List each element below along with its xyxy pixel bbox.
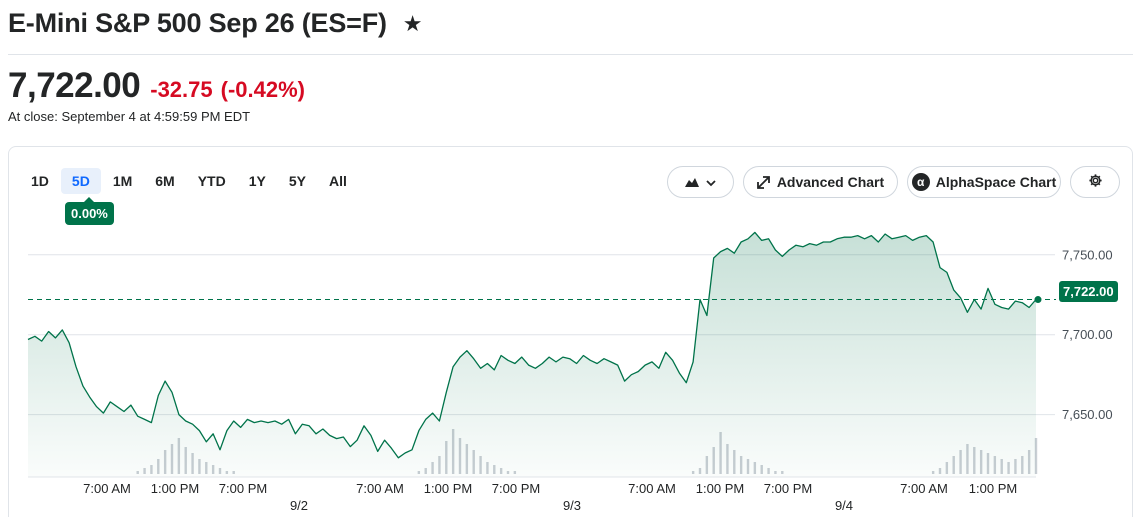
last-price: 7,722.00	[8, 66, 141, 105]
price-change-percent: (-0.42%)	[220, 77, 305, 102]
mountain-chart-icon	[685, 177, 699, 187]
x-time-label: 7:00 PM	[219, 481, 267, 496]
chevron-down-icon	[706, 174, 716, 190]
range-tab-1m[interactable]: 1M	[112, 173, 133, 189]
range-tab-all[interactable]: All	[328, 173, 347, 189]
x-date-label: 9/2	[290, 498, 308, 513]
alpha-logo-icon: α	[911, 173, 930, 191]
range-change-badge: 0.00%	[65, 197, 114, 225]
x-time-label: 7:00 AM	[356, 481, 404, 496]
x-date-label: 9/4	[835, 498, 853, 513]
chart-type-button[interactable]	[667, 166, 734, 198]
alphaspace-chart-button[interactable]: α AlphaSpace Chart	[907, 166, 1061, 198]
advanced-chart-button[interactable]: Advanced Chart	[743, 166, 898, 198]
range-tab-ytd[interactable]: YTD	[197, 173, 226, 189]
x-time-label: 1:00 PM	[424, 481, 472, 496]
x-time-label: 7:00 AM	[628, 481, 676, 496]
x-time-label: 7:00 AM	[83, 481, 131, 496]
x-time-label: 1:00 PM	[696, 481, 744, 496]
divider	[8, 54, 1133, 55]
close-timestamp: At close: September 4 at 4:59:59 PM EDT	[8, 109, 251, 124]
x-time-label: 7:00 PM	[764, 481, 812, 496]
y-tick-label: 7,650.00	[1062, 407, 1113, 422]
x-time-label: 7:00 AM	[900, 481, 948, 496]
range-tab-5y[interactable]: 5Y	[288, 173, 306, 189]
x-time-label: 1:00 PM	[969, 481, 1017, 496]
settings-button[interactable]	[1070, 166, 1120, 198]
x-time-label: 1:00 PM	[151, 481, 199, 496]
page-title: E-Mini S&P 500 Sep 26 (ES=F)	[8, 8, 387, 38]
price-line	[27, 231, 1037, 459]
y-tick-label: 7,750.00	[1062, 247, 1113, 262]
price-change: -32.75	[150, 77, 213, 102]
price-area	[28, 232, 1036, 477]
current-price-tag: 7,722.00	[1059, 281, 1118, 302]
range-tab-5d[interactable]: 5D	[60, 168, 101, 194]
range-tabs: 1D 5D 1M 6M YTD 1Y 5Y All	[20, 168, 359, 194]
range-tab-1d[interactable]: 1D	[31, 173, 49, 189]
title-row: E-Mini S&P 500 Sep 26 (ES=F) ★	[8, 8, 423, 39]
range-tab-1y[interactable]: 1Y	[248, 173, 266, 189]
star-icon[interactable]: ★	[402, 10, 423, 36]
x-time-label: 7:00 PM	[492, 481, 540, 496]
current-price-dot	[1034, 296, 1042, 304]
x-date-label: 9/3	[563, 498, 581, 513]
alphaspace-chart-label: AlphaSpace Chart	[935, 174, 1057, 190]
range-tab-6m[interactable]: 6M	[155, 173, 175, 189]
y-tick-label: 7,700.00	[1062, 327, 1113, 342]
price-row: 7,722.00 -32.75 (-0.42%)	[8, 66, 305, 106]
gear-icon	[1088, 173, 1103, 191]
advanced-chart-label: Advanced Chart	[776, 174, 885, 190]
expand-icon	[756, 175, 770, 189]
